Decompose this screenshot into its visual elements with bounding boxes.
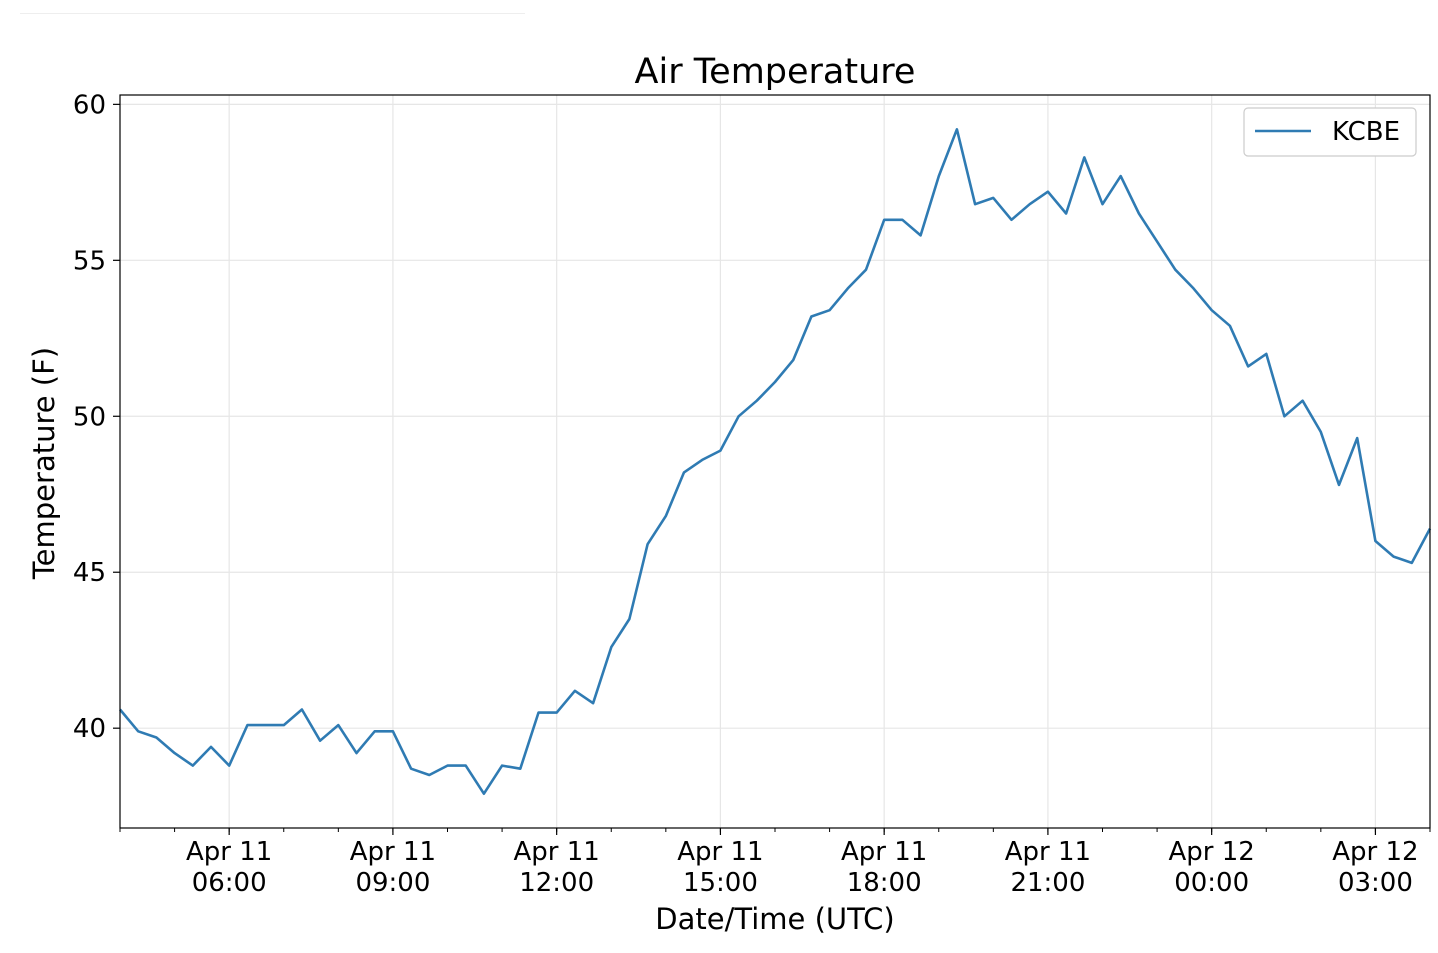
y-tick-label: 40 bbox=[73, 714, 106, 744]
plot-frame bbox=[119, 94, 1431, 829]
x-tick-label-time: 06:00 bbox=[192, 868, 267, 898]
x-tick-label-date: Apr 11 bbox=[514, 837, 600, 867]
x-tick-label-time: 21:00 bbox=[1010, 868, 1085, 898]
y-tick-label: 50 bbox=[73, 402, 106, 432]
x-tick-label-time: 03:00 bbox=[1338, 868, 1413, 898]
x-axis-title: Date/Time (UTC) bbox=[655, 902, 894, 936]
x-tick-label-date: Apr 12 bbox=[1332, 837, 1418, 867]
series-layer bbox=[119, 128, 1432, 795]
top-divider-line bbox=[20, 13, 525, 14]
y-axis-ticks: 40 45 50 55 60 bbox=[73, 90, 120, 744]
x-tick-label-time: 18:00 bbox=[847, 868, 922, 898]
x-tick-label-date: Apr 11 bbox=[350, 837, 436, 867]
x-tick-label-date: Apr 11 bbox=[841, 837, 927, 867]
series-line-kcbe bbox=[119, 128, 1432, 795]
chart-title: Air Temperature bbox=[635, 52, 916, 92]
x-tick-label-time: 00:00 bbox=[1174, 868, 1249, 898]
legend-box bbox=[1243, 107, 1417, 157]
x-tick-label-time: 09:00 bbox=[355, 868, 430, 898]
legend-label-kcbe: KCBE bbox=[1332, 117, 1400, 147]
x-tick-label-date: Apr 12 bbox=[1169, 837, 1255, 867]
y-axis-title: Temperature (F) bbox=[27, 347, 61, 580]
x-tick-label-date: Apr 11 bbox=[677, 837, 763, 867]
y-tick-label: 55 bbox=[73, 246, 106, 276]
x-tick-label-date: Apr 11 bbox=[1005, 837, 1091, 867]
y-tick-label: 60 bbox=[73, 90, 106, 120]
x-tick-label-time: 15:00 bbox=[683, 868, 758, 898]
x-tick-label-date: Apr 11 bbox=[186, 837, 272, 867]
legend: KCBE bbox=[1243, 107, 1417, 157]
y-tick-label: 45 bbox=[73, 558, 106, 588]
x-tick-label-time: 12:00 bbox=[519, 868, 594, 898]
grid-lines bbox=[120, 95, 1430, 828]
